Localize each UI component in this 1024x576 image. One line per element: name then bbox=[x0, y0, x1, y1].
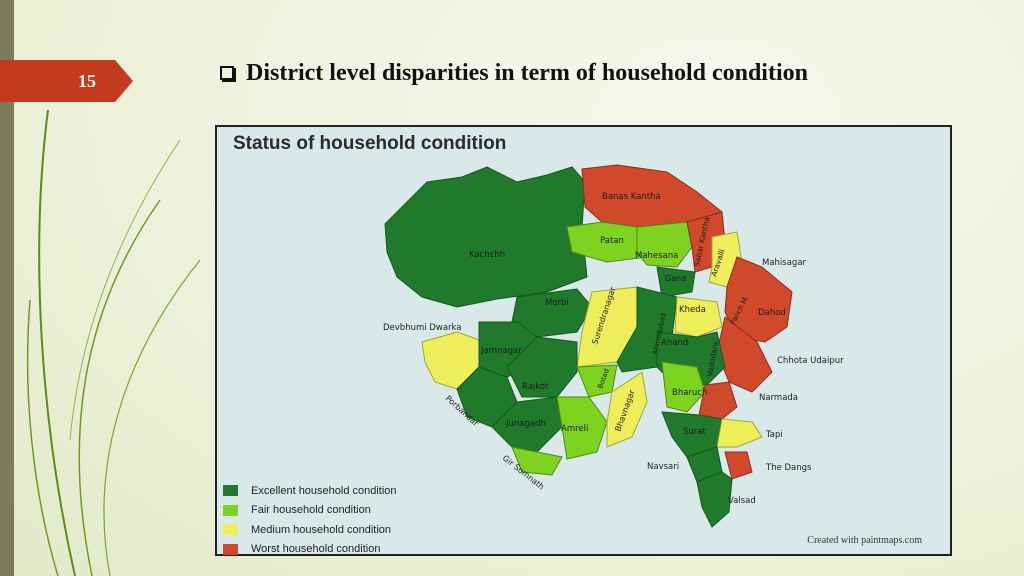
legend-swatch bbox=[223, 543, 238, 555]
label-devbhumi-dwarka: Devbhumi Dwarka bbox=[383, 323, 462, 333]
label-rajkot: Rajkot bbox=[522, 382, 549, 392]
legend-item-excellent: Excellent household condition bbox=[223, 481, 397, 501]
legend-label: Fair household condition bbox=[251, 504, 371, 517]
legend-label: Medium household condition bbox=[251, 523, 392, 536]
district-gand bbox=[656, 266, 696, 298]
map-title: Status of household condition bbox=[233, 133, 507, 154]
label-anand: Anand bbox=[661, 338, 688, 348]
label-mahisagar: Mahisagar bbox=[762, 258, 807, 268]
label-patan: Patan bbox=[600, 236, 624, 246]
label-gand: Gand bbox=[665, 274, 686, 283]
label-banas-kantha: Banas Kantha bbox=[602, 192, 661, 202]
district-rajkot bbox=[506, 336, 578, 398]
district-tapi bbox=[716, 418, 763, 448]
district-gir-somnath bbox=[511, 446, 563, 476]
district-mahisagar bbox=[724, 256, 793, 343]
map-credit: Created with paintmaps.com bbox=[807, 535, 922, 546]
legend-item-worst: Worst household condition bbox=[223, 540, 397, 560]
district-bhavnagar bbox=[606, 371, 648, 448]
label-navsari: Navsari bbox=[647, 462, 679, 472]
district-narmada bbox=[698, 381, 738, 420]
slide-number-badge: 15 bbox=[0, 60, 133, 102]
slide-number: 15 bbox=[78, 71, 96, 91]
slide-title-text: District level disparities in term of ho… bbox=[246, 59, 808, 86]
district-kachchh bbox=[384, 166, 588, 308]
label-tapi: Tapi bbox=[765, 430, 783, 440]
legend-swatch bbox=[223, 485, 238, 497]
label-surat: Surat bbox=[683, 427, 706, 437]
decorative-grass-lines bbox=[26, 109, 201, 576]
label-chhota-udaipur: Chhota Udaipur bbox=[777, 356, 844, 366]
label-valsad: Valsad bbox=[728, 496, 756, 506]
label-junagadh: Junagadh bbox=[505, 419, 546, 429]
label-dahod: Dahod bbox=[758, 308, 786, 318]
label-amreli: Amreli bbox=[561, 424, 588, 434]
legend-label: Excellent household condition bbox=[251, 484, 397, 497]
label-kachchh: Kachchh bbox=[469, 250, 505, 260]
checkbox-bullet-icon bbox=[220, 66, 234, 80]
slide-title: District level disparities in term of ho… bbox=[220, 58, 808, 88]
label-mahesana: Mahesana bbox=[635, 251, 678, 261]
label-morbi: Morbi bbox=[545, 298, 569, 308]
district-amreli bbox=[556, 396, 608, 460]
label-kheda: Kheda bbox=[679, 305, 706, 315]
map-legend: Excellent household condition Fair house… bbox=[223, 481, 397, 559]
legend-swatch bbox=[223, 524, 238, 536]
legend-label: Worst household condition bbox=[251, 543, 381, 556]
left-accent-bar bbox=[0, 0, 14, 576]
gujarat-district-map: Banas Kantha Kachchh Patan Mahesana Saba… bbox=[383, 164, 844, 528]
map-panel: Status of household condition bbox=[215, 125, 952, 556]
legend-item-medium: Medium household condition bbox=[223, 520, 397, 540]
label-the-dangs: The Dangs bbox=[765, 463, 812, 473]
label-bharuch: Bharuch bbox=[672, 388, 707, 398]
legend-item-fair: Fair household condition bbox=[223, 501, 397, 521]
district-valsad bbox=[696, 471, 733, 528]
label-jamnagar: Jamnagar bbox=[480, 346, 522, 356]
legend-swatch bbox=[223, 504, 238, 516]
district-bharuch bbox=[661, 361, 706, 413]
district-botad bbox=[576, 364, 618, 398]
label-narmada: Narmada bbox=[759, 393, 798, 403]
district-the-dangs bbox=[724, 451, 753, 480]
district-kheda bbox=[674, 296, 723, 338]
